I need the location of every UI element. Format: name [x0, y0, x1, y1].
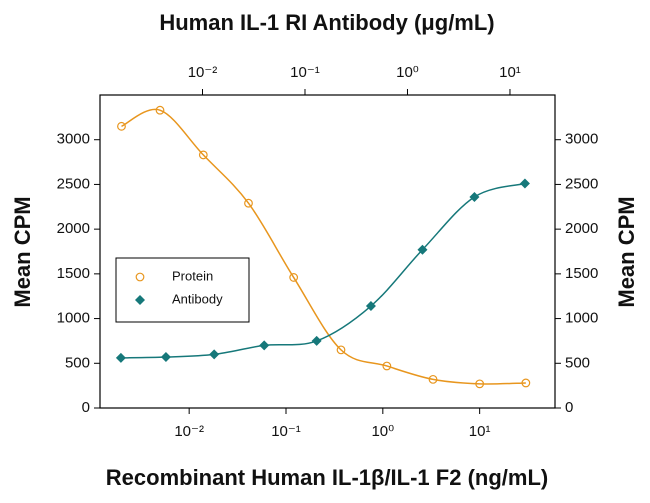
- y-tick-label: 0: [82, 399, 90, 416]
- y2-tick-label: 2500: [565, 175, 598, 192]
- plot-frame: [99, 94, 556, 409]
- data-point: [115, 352, 126, 363]
- y-tick-label: 2000: [57, 220, 90, 237]
- x-tick-label: 10⁻²: [174, 423, 204, 440]
- data-point: [382, 361, 392, 371]
- legend-label: Protein: [172, 268, 213, 283]
- y2-tick-label: 1000: [565, 310, 598, 327]
- data-point: [117, 121, 126, 131]
- y-tick-label: 1000: [57, 310, 90, 327]
- data-point: [469, 191, 480, 202]
- data-point: [336, 345, 346, 355]
- x-tick-label: 10¹: [469, 423, 491, 440]
- y-axis-title: Mean CPM: [10, 196, 35, 307]
- data-point: [259, 340, 270, 351]
- y2-axis-title: Mean CPM: [614, 196, 639, 307]
- y2-tick-label: 3000: [565, 131, 598, 148]
- data-point: [365, 301, 376, 312]
- legend-marker: [135, 295, 145, 305]
- x2-tick-label: 10⁰: [396, 64, 419, 81]
- fit-line: [121, 108, 526, 385]
- legend-label: Antibody: [172, 291, 223, 306]
- y-tick-label: 2500: [57, 175, 90, 192]
- legend-box: [115, 257, 250, 323]
- data-point: [519, 178, 530, 189]
- y-tick-label: 500: [65, 354, 90, 371]
- x-axis-title: Recombinant Human IL-1β/IL-1 F2 (ng/mL): [106, 465, 548, 490]
- y2-tick-label: 2000: [565, 220, 598, 237]
- data-point: [155, 105, 165, 115]
- data-point: [289, 273, 299, 282]
- y2-tick-label: 0: [565, 399, 573, 416]
- data-point: [417, 244, 428, 255]
- data-point: [428, 374, 438, 384]
- data-point: [311, 335, 322, 346]
- legend-marker: [135, 272, 145, 282]
- x2-tick-label: 10⁻¹: [290, 64, 320, 81]
- chart-title: Human IL-1 RI Antibody (μg/mL): [159, 10, 494, 35]
- y2-tick-label: 1500: [565, 265, 598, 282]
- y-tick-label: 1500: [57, 265, 90, 282]
- x2-tick-label: 10⁻²: [188, 64, 218, 81]
- y-tick-label: 3000: [57, 131, 90, 148]
- x-tick-label: 10⁰: [371, 423, 394, 440]
- x2-tick-label: 10¹: [499, 64, 521, 81]
- data-point: [198, 150, 208, 160]
- data-point: [209, 349, 220, 360]
- data-point: [244, 198, 253, 208]
- x-tick-label: 10⁻¹: [271, 423, 301, 440]
- data-point: [475, 379, 485, 389]
- data-point: [521, 378, 531, 388]
- data-point: [160, 352, 171, 363]
- y2-tick-label: 500: [565, 354, 590, 371]
